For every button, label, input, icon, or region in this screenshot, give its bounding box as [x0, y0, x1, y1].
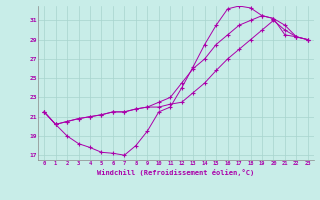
- X-axis label: Windchill (Refroidissement éolien,°C): Windchill (Refroidissement éolien,°C): [97, 169, 255, 176]
